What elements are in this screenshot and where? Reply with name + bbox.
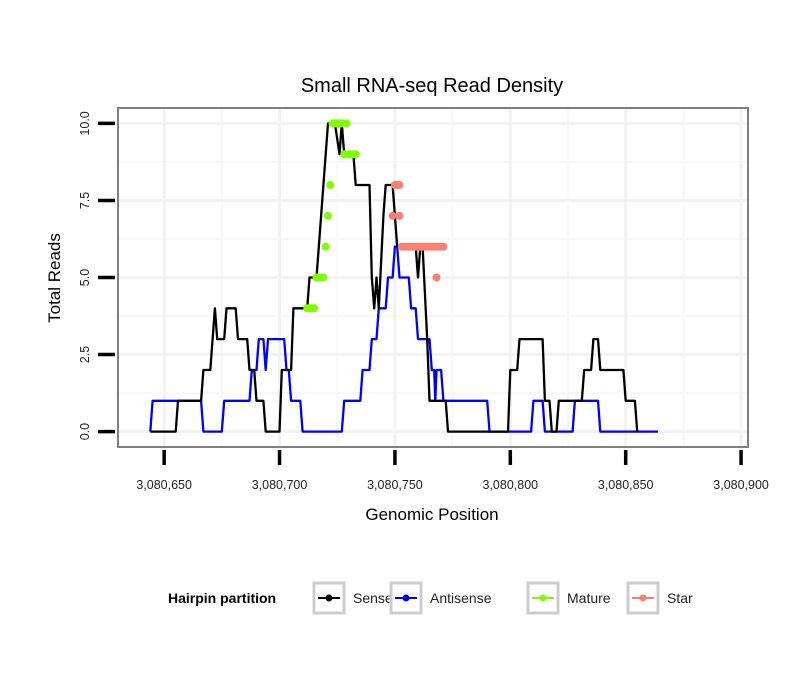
- series-line-sense: [150, 122, 639, 433]
- legend-entry-antisense: Antisense: [389, 581, 492, 615]
- points-layer: [303, 119, 448, 313]
- x-tick-label: 3,080,800: [483, 478, 539, 492]
- legend-entries: Sense Antisense Mature Star: [312, 581, 693, 615]
- legend-key-point: [639, 594, 647, 602]
- point-mature: [321, 242, 330, 251]
- x-tick-label: 3,080,650: [136, 478, 192, 492]
- point-star: [395, 211, 404, 220]
- legend-label: Star: [667, 590, 693, 606]
- y-tick-label: 7.5: [78, 192, 92, 209]
- legend-key-point: [539, 594, 547, 602]
- series-layer: [149, 122, 658, 433]
- point-star: [388, 211, 397, 220]
- point-star: [395, 181, 404, 189]
- x-tick-label: 3,080,900: [713, 478, 769, 492]
- x-axis-title: Genomic Position: [365, 505, 498, 524]
- x-tick-label: 3,080,700: [252, 478, 308, 492]
- point-mature: [342, 119, 351, 128]
- legend-label: Mature: [567, 590, 611, 606]
- legend-entry-star: Star: [626, 581, 693, 615]
- y-tick-label: 2.5: [78, 346, 92, 363]
- legend: Hairpin partition Sense Antisense Mature St…: [168, 581, 693, 615]
- x-tick-label: 3,080,850: [598, 478, 654, 492]
- y-tick-label: 5.0: [78, 269, 92, 286]
- point-mature: [326, 181, 335, 189]
- point-mature: [310, 304, 319, 313]
- point-star: [439, 242, 448, 251]
- legend-entry-mature: Mature: [526, 581, 611, 615]
- chart-title: Small RNA-seq Read Density: [301, 75, 563, 97]
- point-mature: [351, 150, 360, 159]
- point-mature: [319, 273, 328, 282]
- y-axis: 0.0 2.5 5.0 7.5 10.0: [78, 111, 115, 440]
- y-tick-label: 0.0: [78, 423, 92, 440]
- legend-title: Hairpin partition: [168, 590, 276, 606]
- legend-entry-sense: Sense: [312, 581, 393, 615]
- point-star: [432, 273, 441, 282]
- legend-label: Antisense: [430, 590, 492, 606]
- y-tick-label: 10.0: [78, 111, 92, 135]
- legend-key-point: [402, 594, 410, 602]
- legend-label: Sense: [353, 590, 393, 606]
- point-mature: [324, 211, 332, 220]
- x-axis: 3,080,650 3,080,700 3,080,750 3,080,800 3,08…: [136, 450, 769, 492]
- x-tick-label: 3,080,750: [367, 478, 423, 492]
- y-axis-title: Total Reads: [45, 233, 64, 323]
- legend-key-point: [325, 594, 333, 602]
